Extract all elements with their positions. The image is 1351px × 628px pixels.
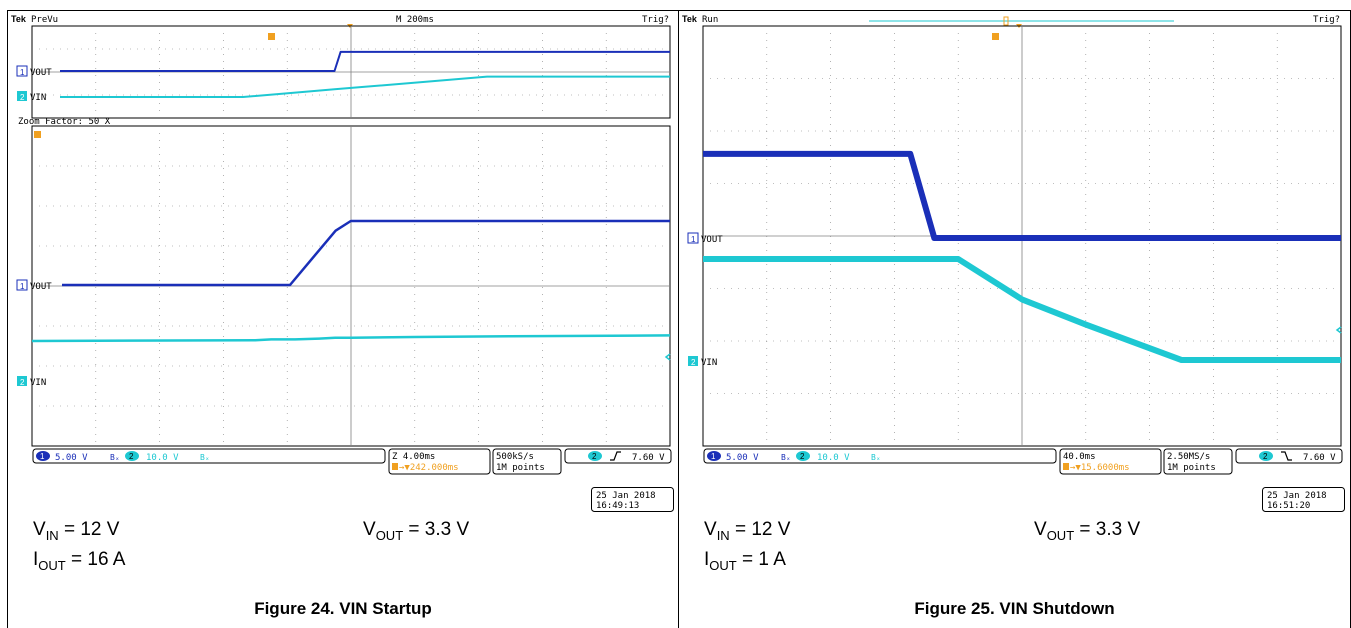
iout-condition: IOUT = 1 A	[704, 549, 786, 573]
timestamp-date: 25 Jan 2018	[596, 491, 656, 501]
timebase-status-box	[1059, 448, 1162, 475]
timebase-label: M 200ms	[396, 15, 434, 25]
trigger-pos-icon	[392, 463, 398, 470]
ch2-bandwidth: Bₓ	[200, 453, 210, 462]
zoom-time: Z 4.00ms	[392, 452, 435, 462]
iout-condition: IOUT = 16 A	[33, 549, 126, 573]
timestamp-time: 16:49:13	[596, 501, 639, 511]
vin-condition: VIN = 12 V	[704, 519, 791, 543]
ch2-marker-digit: 2	[20, 93, 25, 102]
trigger-pos-icon	[1063, 463, 1069, 470]
ch2-badge	[125, 451, 139, 461]
trigger-level-arrow-icon	[1335, 326, 1342, 334]
ch1-badge-digit: 1	[40, 452, 45, 461]
ch1-marker-digit: 1	[691, 235, 696, 244]
preview-vin-label: VIN	[30, 93, 46, 103]
timestamp-time: 16:51:20	[1267, 501, 1310, 511]
ch2-marker-icon	[688, 356, 698, 366]
trigger-ch2-badge-digit: 2	[592, 452, 597, 461]
vin-label: VIN	[701, 358, 717, 368]
record-length: 1M points	[1167, 463, 1216, 473]
timestamp-box: 25 Jan 2018 16:51:20	[1262, 487, 1345, 512]
ch1-scale: 5.00 V	[726, 453, 759, 463]
ch2-scale: 10.0 V	[817, 453, 850, 463]
timebase-status-box	[388, 448, 491, 475]
vout-condition: VOUT = 3.3 V	[363, 519, 470, 543]
falling-edge-icon	[1281, 451, 1292, 461]
rising-edge-icon	[610, 451, 621, 461]
trigger-level: 7.60 V	[1303, 453, 1336, 463]
trigger-position-icon	[992, 33, 999, 40]
sample-rate: 2.50MS/s	[1167, 452, 1210, 462]
brand-label: Tek	[682, 14, 698, 24]
channel-status-box	[32, 448, 386, 464]
trigger-ch2-badge	[1259, 451, 1273, 461]
vout-label: VOUT	[701, 235, 723, 245]
ch2-badge-digit: 2	[129, 452, 134, 461]
figure-caption: Figure 24. VIN Startup	[254, 599, 432, 618]
trigger-state-label: Trig?	[1313, 15, 1340, 25]
ch1-bandwidth: Bₓ	[781, 453, 791, 462]
ch2-bandwidth: Bₓ	[871, 453, 881, 462]
main-vin-label: VIN	[30, 378, 46, 388]
ch1-marker-icon	[16, 65, 28, 77]
sample-rate: 500kS/s	[496, 452, 534, 462]
channel-status-box	[703, 448, 1057, 464]
vin-condition: VIN = 12 V	[33, 519, 120, 543]
acquisition-status-box	[1163, 448, 1233, 475]
trigger-level: 7.60 V	[632, 453, 665, 463]
record-length: 1M points	[496, 463, 545, 473]
ch2-scale: 10.0 V	[146, 453, 179, 463]
preview-vout-trace	[60, 50, 670, 72]
trigger-position: →▼242.000ms	[399, 463, 459, 473]
trigger-position-icon	[268, 33, 275, 40]
mode-label: PreVu	[31, 15, 58, 25]
ch2-badge-digit: 2	[800, 452, 805, 461]
ch1-scale: 5.00 V	[55, 453, 88, 463]
figure-25-panel: Tek Run Trig? 1 VOUT 2 VIN 1 5.00 V Bₓ 2…	[679, 10, 1351, 628]
ch1-badge	[707, 451, 721, 461]
mode-label: Run	[702, 15, 718, 25]
scope-screen-startup: Tek PreVu M 200ms Trig? 1 VOUT 2 VIN Zoo…	[11, 14, 672, 475]
ch1-badge-digit: 1	[711, 452, 716, 461]
vin-trace	[31, 334, 671, 343]
trigger-state-label: Trig?	[642, 15, 669, 25]
timestamp-date: 25 Jan 2018	[1267, 491, 1327, 501]
vout-trace	[62, 219, 670, 287]
ch1-badge	[36, 451, 50, 461]
figure-caption: Figure 25. VIN Shutdown	[914, 599, 1115, 618]
trigger-level-arrow-icon	[664, 353, 671, 361]
main-traces	[31, 219, 671, 343]
vout-trace	[703, 150, 1341, 241]
ch1-bandwidth: Bₓ	[110, 453, 120, 462]
zoom-factor-label: Zoom Factor: 50 X	[18, 117, 111, 127]
time-per-div: 40.0ms	[1063, 452, 1096, 462]
ch2-marker-icon	[17, 91, 27, 101]
record-window-icon	[1003, 16, 1009, 26]
scope-screen-shutdown: Tek Run Trig? 1 VOUT 2 VIN 1 5.00 V Bₓ 2…	[682, 14, 1343, 475]
timestamp-box: 25 Jan 2018 16:49:13	[591, 487, 674, 512]
figure-24-panel: Tek PreVu M 200ms Trig? 1 VOUT 2 VIN Zoo…	[7, 10, 679, 628]
ch1-marker-icon	[687, 232, 699, 244]
ch1-marker-digit: 1	[20, 68, 25, 77]
trigger-position: →▼15.6000ms	[1070, 463, 1130, 473]
zoom-trigger-icon	[34, 131, 41, 138]
brand-label: Tek	[11, 14, 27, 24]
vin-trace	[703, 256, 1341, 363]
preview-vout-label: VOUT	[30, 68, 52, 78]
trigger-ch2-badge-digit: 2	[1263, 452, 1268, 461]
ch2-badge	[796, 451, 810, 461]
ch1-main-marker-digit: 1	[20, 282, 25, 291]
trigger-ch2-badge	[588, 451, 602, 461]
ch1-main-marker-icon	[16, 279, 28, 291]
preview-traces	[60, 50, 670, 98]
preview-vin-trace	[60, 75, 670, 98]
ch2-marker-digit: 2	[691, 358, 696, 367]
ch2-main-marker-digit: 2	[20, 378, 25, 387]
main-traces	[703, 150, 1341, 363]
main-vout-label: VOUT	[30, 282, 52, 292]
vout-condition: VOUT = 3.3 V	[1034, 519, 1141, 543]
ch2-main-marker-icon	[17, 376, 27, 386]
acquisition-status-box	[492, 448, 562, 475]
